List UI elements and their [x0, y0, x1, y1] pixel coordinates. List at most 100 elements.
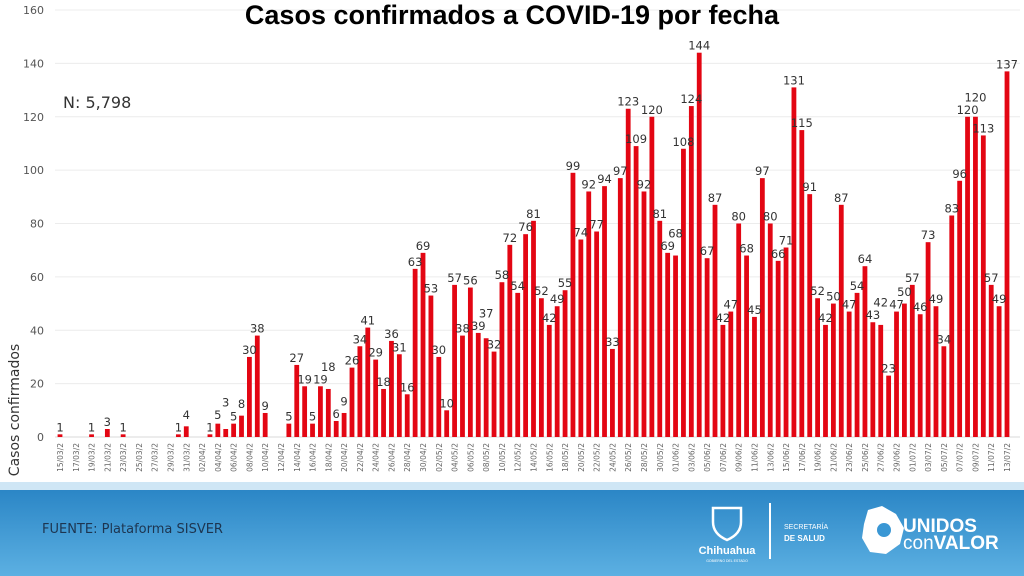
bar [712, 204, 718, 437]
x-tick-label: 24/04/2 [372, 443, 381, 472]
data-label: 5 [309, 410, 316, 424]
data-label: 96 [952, 167, 967, 181]
data-label: 16 [400, 380, 415, 394]
data-label: 18 [376, 375, 391, 389]
bar [531, 220, 536, 437]
x-tick-label: 17/06/2 [798, 443, 807, 472]
bar [681, 148, 686, 437]
bar [554, 306, 560, 437]
bar [349, 367, 355, 437]
logo-state-text: Chihuahua [699, 545, 757, 557]
bar [791, 87, 797, 438]
bar [254, 335, 260, 437]
data-label: 56 [463, 274, 478, 288]
bar [933, 306, 939, 437]
bar [846, 311, 852, 437]
data-label: 19 [313, 372, 328, 386]
bar [333, 420, 339, 437]
x-tick-label: 26/05/2 [624, 443, 633, 472]
data-label: 23 [881, 362, 896, 376]
bar [988, 284, 994, 437]
bar [949, 215, 955, 437]
data-label: 38 [250, 322, 265, 336]
bar [286, 423, 292, 437]
data-label: 42 [873, 296, 888, 310]
x-tick-label: 11/07/2 [987, 443, 996, 472]
bar [373, 359, 379, 437]
bar [759, 178, 765, 437]
y-tick-label: 60 [30, 271, 44, 284]
x-tick-label: 07/06/2 [719, 443, 728, 472]
data-label: 77 [589, 218, 604, 232]
x-axis-ticks: 15/03/2 17/03/2 19/03/2 21/03/2 23/03/2 25/03… [56, 443, 1012, 472]
x-tick-label: 23/03/2 [119, 443, 128, 472]
bar [617, 178, 623, 437]
x-tick-label: 29/03/2 [166, 443, 175, 472]
bar [428, 295, 434, 437]
bar [909, 284, 915, 437]
x-tick-label: 20/04/2 [340, 443, 349, 472]
x-tick-label: 09/06/2 [735, 443, 744, 472]
data-label: 124 [680, 92, 702, 106]
x-tick-label: 21/03/2 [103, 443, 112, 472]
bar [475, 332, 481, 437]
bar [523, 234, 529, 437]
x-tick-label: 05/07/2 [940, 443, 949, 472]
data-label: 92 [637, 178, 652, 192]
bar [507, 244, 513, 437]
bar [586, 191, 592, 437]
x-tick-label: 04/04/2 [214, 443, 223, 472]
data-label: 36 [384, 327, 399, 341]
data-label: 46 [913, 300, 928, 314]
data-label: 57 [447, 271, 462, 285]
x-tick-label: 12/04/2 [277, 443, 286, 472]
bar [239, 415, 244, 437]
data-label: 49 [550, 292, 565, 306]
total-annotation: N: 5,798 [63, 93, 131, 112]
x-tick-label: 14/05/2 [530, 443, 539, 472]
data-label: 120 [957, 103, 979, 117]
bar [452, 284, 457, 437]
data-label: 68 [668, 226, 683, 240]
bar [815, 298, 820, 437]
data-label: 115 [791, 116, 813, 130]
data-label: 109 [625, 132, 647, 146]
bar [104, 428, 110, 437]
unidos-con-valor-logo: UNIDOS conVALOR [862, 506, 999, 554]
x-tick-label: 19/06/2 [814, 443, 823, 472]
data-label: 33 [605, 335, 620, 349]
bar [420, 252, 426, 437]
bar [917, 314, 923, 437]
x-tick-label: 02/04/2 [198, 443, 207, 472]
data-label: 29 [368, 346, 383, 360]
data-label: 49 [992, 292, 1007, 306]
logo-dept-line2: DE SALUD [784, 534, 825, 543]
x-tick-label: 17/03/2 [72, 443, 81, 472]
data-label: 41 [360, 314, 375, 328]
bar [696, 52, 702, 437]
bar [460, 335, 465, 437]
data-label: 55 [558, 276, 573, 290]
bar [894, 311, 899, 437]
bar [783, 247, 789, 437]
bar [957, 180, 963, 438]
bar [183, 426, 189, 437]
data-label: 91 [802, 180, 817, 194]
bar [973, 116, 978, 437]
data-label: 1 [206, 420, 213, 434]
bars [57, 52, 1010, 438]
data-label: 69 [416, 239, 431, 253]
bar [444, 410, 450, 437]
x-tick-label: 19/03/2 [88, 443, 97, 472]
y-tick-label: 120 [23, 111, 44, 124]
bar [665, 252, 671, 437]
y-tick-label: 0 [37, 431, 44, 444]
bar [823, 324, 828, 437]
data-label: 10 [439, 396, 454, 410]
bar [120, 434, 126, 437]
data-label: 34 [937, 332, 952, 346]
bar [318, 386, 323, 437]
bar [294, 364, 300, 437]
x-tick-label: 03/07/2 [924, 443, 933, 472]
data-label: 1 [56, 420, 63, 434]
